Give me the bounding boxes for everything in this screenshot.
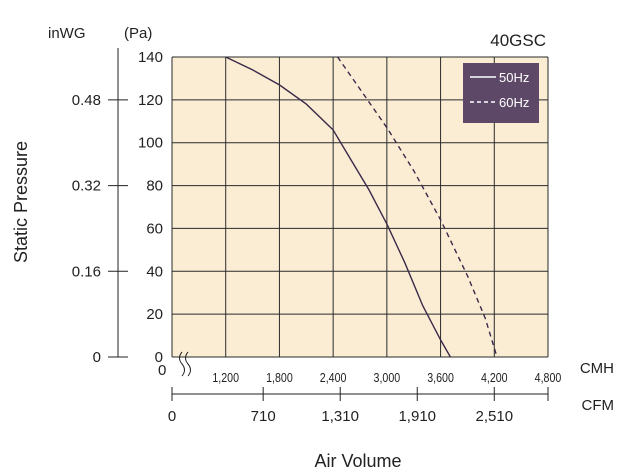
x-secondary-tick-label: 0 (168, 408, 176, 425)
x-secondary-unit: CFM (582, 397, 615, 414)
x-tick-label: 1,800 (266, 370, 293, 385)
y-axis-title: Static Pressure (11, 141, 31, 263)
curves (225, 56, 498, 358)
x-tick-label: 3,600 (427, 370, 454, 385)
y-secondary-tick-label: 0 (93, 349, 101, 366)
y-tick-label: 0 (155, 349, 163, 366)
x-primary-ticks: 1,200 1,800 2,400 3,000 3,600 4,200 4,800 (212, 370, 561, 385)
x-secondary-tick-label: 2,510 (476, 408, 514, 425)
y-primary-ticks: 0 20 40 60 80 100 120 140 (138, 49, 163, 366)
y-secondary-unit: inWG (48, 25, 86, 42)
x-secondary-tick-label: 1,310 (321, 408, 359, 425)
series-line-50hz (225, 56, 452, 358)
grid (171, 56, 549, 358)
x-tick-label: 2,400 (320, 370, 347, 385)
series-line-60hz (337, 56, 498, 358)
legend-label-60hz: 60Hz (499, 95, 529, 110)
y-tick-label: 40 (146, 263, 163, 280)
y-tick-label: 100 (138, 135, 163, 152)
legend-box (463, 63, 539, 123)
y-tick-label: 80 (146, 178, 163, 195)
x-origin-label: 0 (158, 362, 166, 379)
x-secondary-tick-label: 710 (251, 408, 276, 425)
y-secondary-tick-label: 0.16 (72, 263, 101, 280)
y-primary-unit: (Pa) (124, 25, 152, 42)
x-tick-label: 4,800 (535, 370, 562, 385)
y-tick-label: 60 (146, 220, 163, 237)
y-secondary-tick-label: 0.48 (72, 92, 101, 109)
axis-break-icon (179, 351, 191, 377)
x-primary-unit: CMH (580, 360, 614, 377)
x-secondary-tick-label: 1,910 (398, 408, 436, 425)
x-tick-label: 3,000 (374, 370, 401, 385)
x-axis-title: Air Volume (314, 451, 401, 471)
y-tick-label: 140 (138, 49, 163, 66)
x-secondary-ticks: 0 710 1,310 1,910 2,510 (168, 387, 549, 425)
legend: 50Hz 60Hz (463, 63, 539, 123)
y-secondary-tick-label: 0.32 (72, 178, 101, 195)
x-tick-label: 4,200 (481, 370, 508, 385)
y-tick-label: 20 (146, 306, 163, 323)
y-secondary-ticks: 0 0.16 0.32 0.48 (72, 92, 128, 366)
y-tick-label: 120 (138, 92, 163, 109)
legend-label-50hz: 50Hz (499, 70, 529, 85)
x-tick-label: 1,200 (212, 370, 239, 385)
chart-title: 40GSC (490, 31, 546, 50)
